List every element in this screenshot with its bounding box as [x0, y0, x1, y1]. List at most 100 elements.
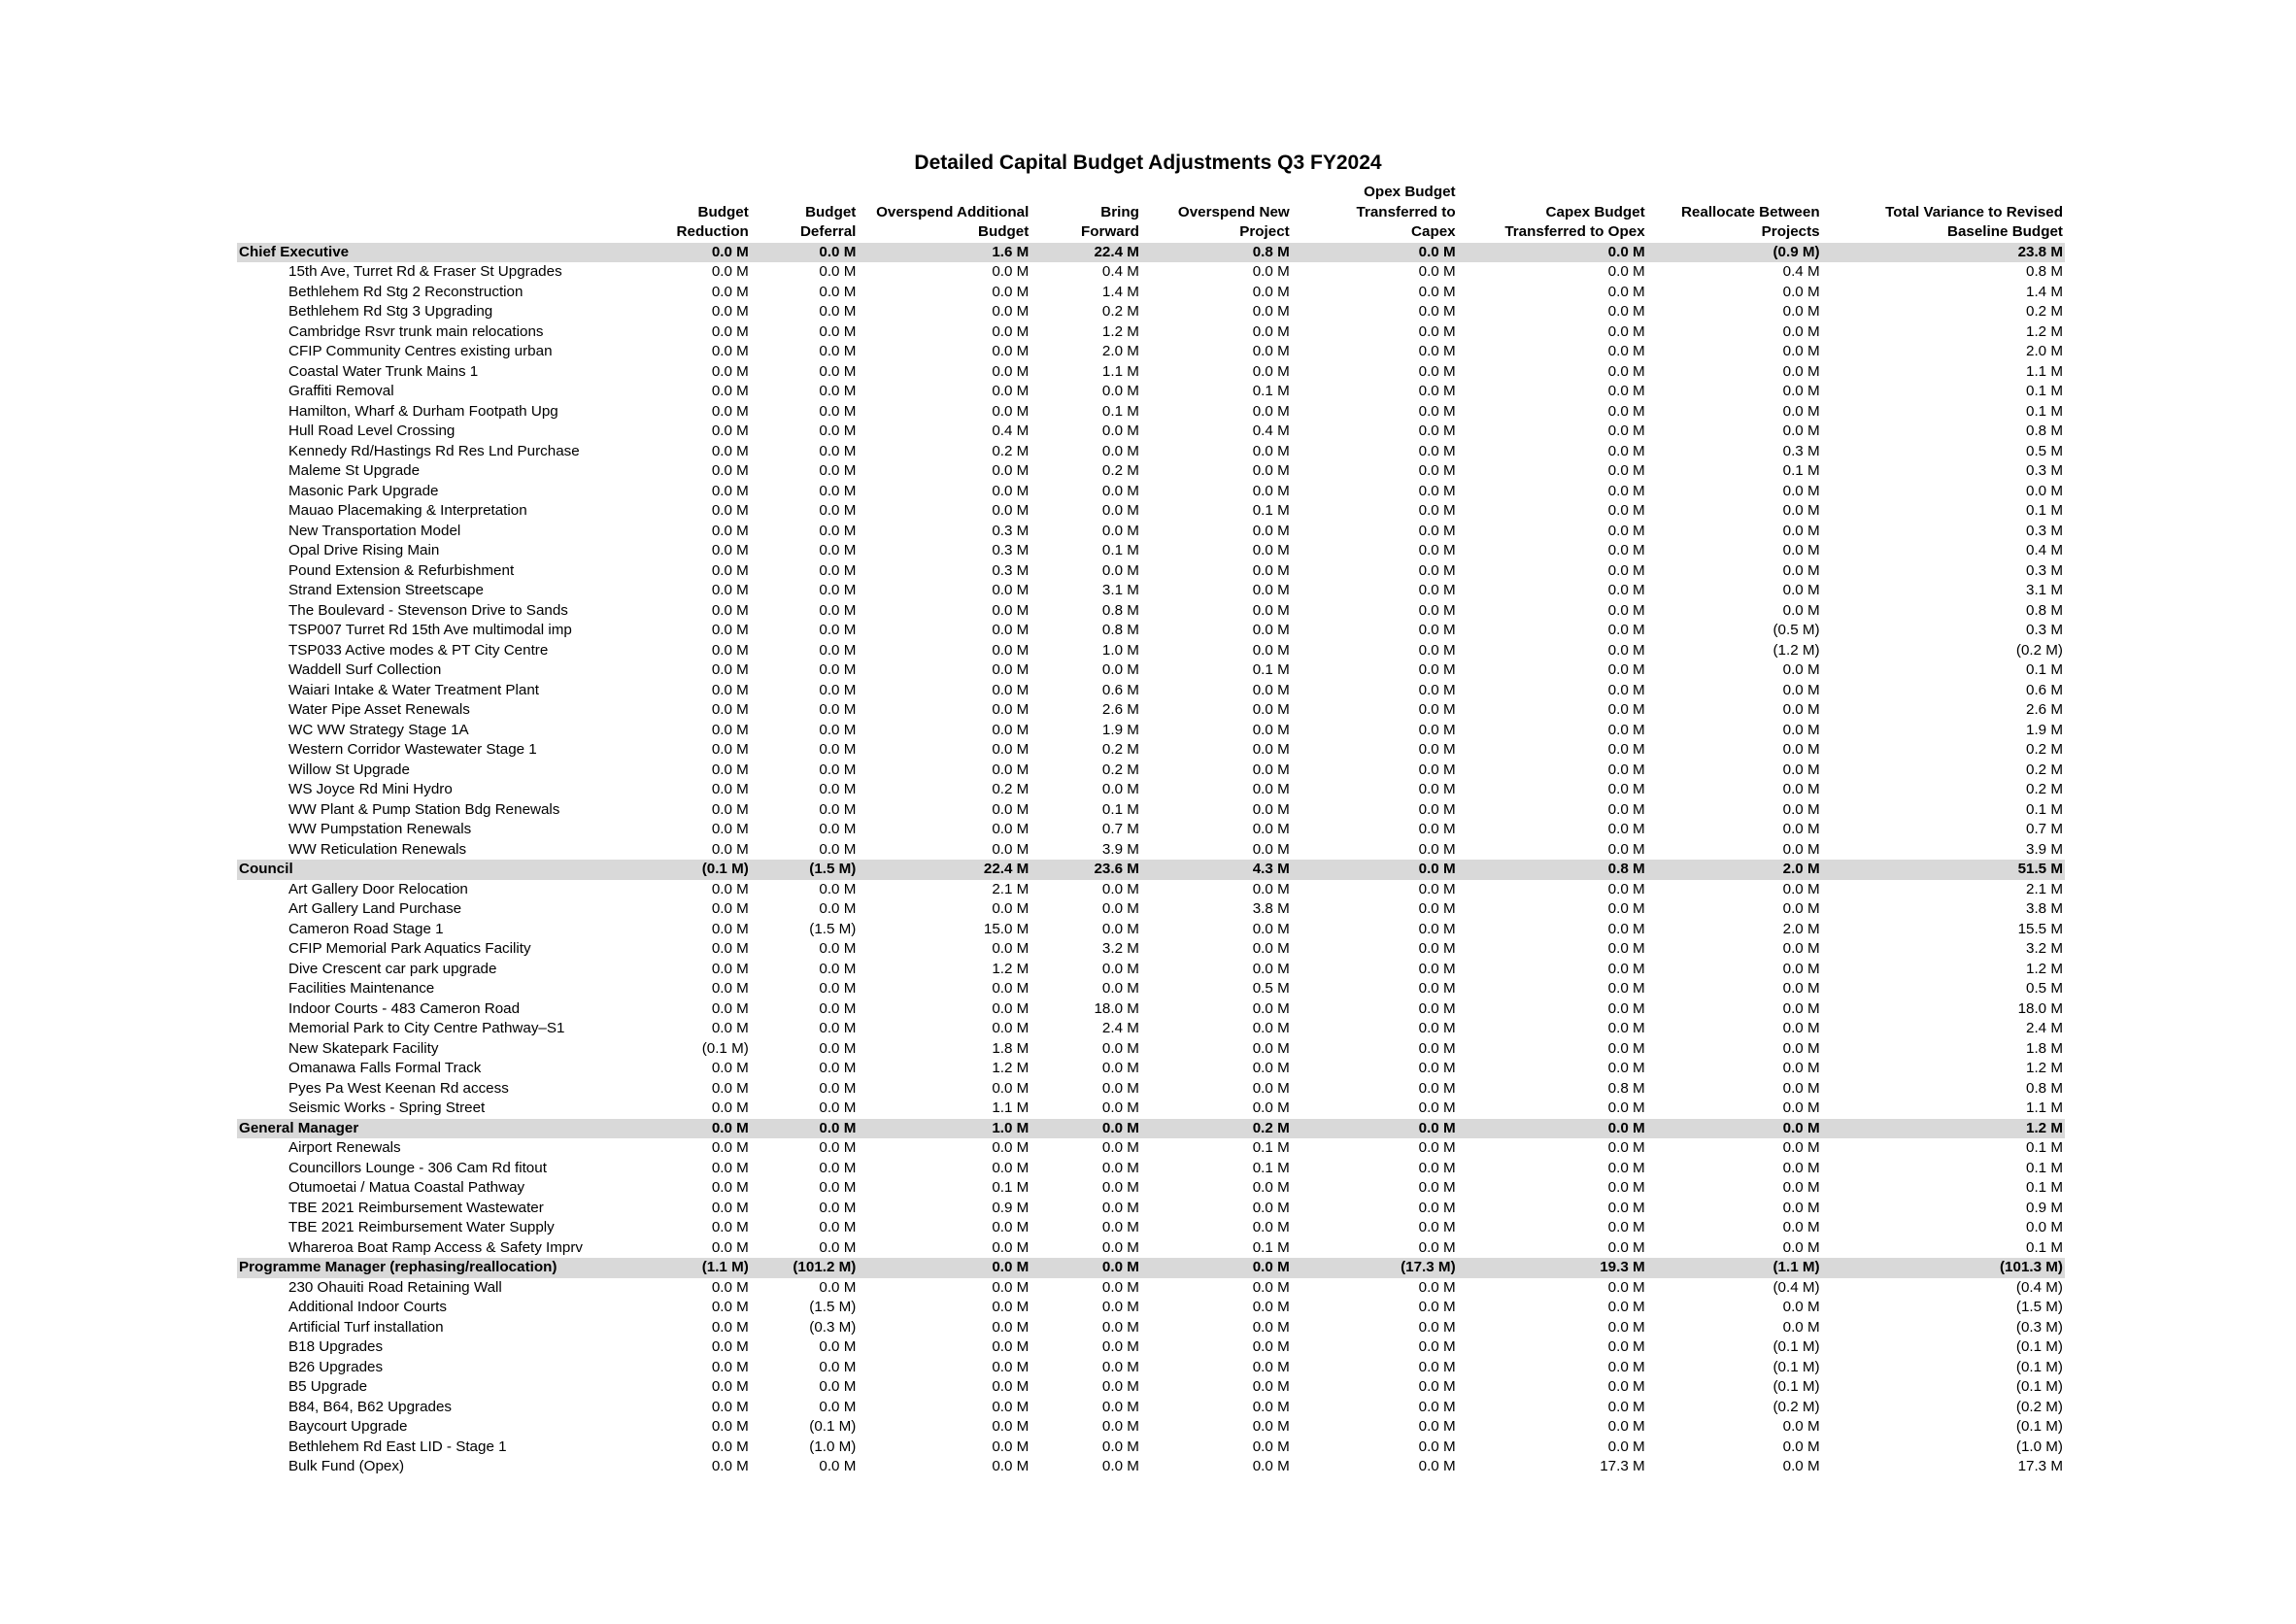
project-value: 0.0 M [1252, 1179, 1290, 1196]
project-value: 0.0 M [1418, 960, 1456, 977]
project-value: 0.0 M [1607, 721, 1645, 738]
project-value: 0.0 M [1101, 1338, 1139, 1355]
project-value: 0.0 M [1101, 1458, 1139, 1474]
project-value: 0.2 M [2026, 741, 2063, 758]
project-value: 0.4 M [1101, 263, 1139, 280]
project-value: 0.0 M [1252, 721, 1290, 738]
section-total-value: (1.5 M) [750, 860, 859, 880]
section-total-value: 23.8 M [1821, 242, 2065, 262]
project-value: (0.1 M) [2015, 1338, 2063, 1355]
project-value: 0.0 M [1782, 1039, 1820, 1057]
project-value: 0.0 M [711, 482, 749, 499]
section-total-row: Programme Manager (rephasing/reallocatio… [237, 1258, 2065, 1278]
project-value: 0.0 M [1607, 800, 1645, 818]
project-value: 0.0 M [992, 622, 1030, 638]
project-value: 0.0 M [992, 761, 1030, 778]
column-header-line: Transferred to Opex [1504, 223, 1645, 240]
project-row: B26 Upgrades 0.0 M 0.0 M 0.0 M 0.0 M 0.0 M 0.0… [237, 1358, 2065, 1378]
project-row: Maleme St Upgrade 0.0 M 0.0 M 0.0 M 0.2 M 0.0… [237, 461, 2065, 482]
project-value: 0.0 M [819, 1338, 857, 1355]
project-value: 0.0 M [711, 1060, 749, 1076]
project-value: 15.0 M [983, 920, 1030, 937]
project-row: Hamilton, Wharf & Durham Footpath Upg 0.0… [237, 402, 2065, 423]
project-value: 3.8 M [2026, 900, 2063, 917]
project-value: 0.0 M [992, 1398, 1030, 1415]
column-header-line: Project [1239, 223, 1290, 240]
project-value: 0.1 M [1252, 502, 1290, 519]
project-value: 0.0 M [1782, 681, 1820, 698]
project-value: 0.0 M [1782, 1079, 1820, 1097]
project-value: 0.0 M [1252, 1318, 1290, 1336]
project-value: 0.0 M [711, 880, 749, 897]
project-value: 2.0 M [2026, 343, 2063, 359]
project-value: 0.9 M [2026, 1199, 2063, 1216]
project-value: 0.0 M [711, 362, 749, 380]
project-row: 15th Ave, Turret Rd & Fraser St Upgrades… [237, 262, 2065, 283]
project-value: 0.5 M [1252, 980, 1290, 997]
project-value: 2.4 M [2026, 1020, 2063, 1036]
section-total-value: 0.0 M [1457, 242, 1647, 262]
project-value: 0.0 M [992, 1238, 1030, 1256]
project-value: 2.1 M [992, 880, 1030, 897]
project-row: Dive Crescent car park upgrade 0.0 M 0.0 M… [237, 960, 2065, 980]
project-value: (0.1 M) [701, 1039, 749, 1057]
project-value: 0.1 M [1252, 383, 1290, 399]
project-value: 0.3 M [2026, 462, 2063, 479]
project-value: 0.0 M [819, 322, 857, 340]
project-value: 0.0 M [1252, 303, 1290, 320]
project-name: The Boulevard - Stevenson Drive to Sands [288, 601, 568, 619]
project-value: 1.9 M [1101, 721, 1139, 738]
project-value: 0.0 M [1418, 681, 1456, 698]
project-row: WW Reticulation Renewals 0.0 M 0.0 M 0.0 M 3… [237, 840, 2065, 861]
project-value: 0.0 M [992, 1358, 1030, 1375]
project-value: 0.0 M [1101, 1438, 1139, 1455]
project-value: 0.0 M [711, 1378, 749, 1395]
project-value: 0.1 M [2026, 1139, 2063, 1156]
project-value: 0.0 M [1418, 940, 1456, 957]
project-value: 1.2 M [2026, 322, 2063, 340]
project-value: 1.2 M [992, 1060, 1030, 1076]
project-value: 0.0 M [1418, 362, 1456, 380]
column-header-line: Baseline Budget [1947, 223, 2063, 240]
section-total-value: 1.0 M [858, 1118, 1031, 1138]
column-header-row: Budget Reduction Budget Deferral Overspend A… [237, 183, 2065, 243]
project-value: 0.0 M [1607, 442, 1645, 459]
project-value: 0.0 M [711, 1179, 749, 1196]
project-value: 0.0 M [819, 1139, 857, 1156]
project-value: 1.8 M [2026, 1039, 2063, 1057]
project-row: TBE 2021 Reimbursement Wastewater 0.0 M 0.… [237, 1199, 2065, 1219]
project-value: 0.0 M [1101, 980, 1139, 997]
project-name: Artificial Turf installation [288, 1318, 444, 1336]
project-row: Facilities Maintenance 0.0 M 0.0 M 0.0 M 0.0… [237, 979, 2065, 999]
section-total-value: 22.4 M [858, 860, 1031, 880]
project-value: 0.0 M [1607, 383, 1645, 399]
project-name: Masonic Park Upgrade [288, 482, 439, 499]
project-value: 0.0 M [819, 1159, 857, 1176]
project-value: 0.0 M [711, 1238, 749, 1256]
project-value: 0.0 M [1607, 641, 1645, 659]
project-row: Baycourt Upgrade 0.0 M (0.1 M) 0.0 M 0.0 M 0.… [237, 1417, 2065, 1438]
project-value: 0.0 M [1607, 940, 1645, 957]
column-header-line: Overspend New [1177, 203, 1290, 220]
project-value: 0.0 M [1782, 821, 1820, 837]
project-value: 0.0 M [819, 761, 857, 778]
project-value: (0.1 M) [1773, 1358, 1820, 1375]
project-value: 0.0 M [1418, 1079, 1456, 1097]
project-value: 0.0 M [1101, 1039, 1139, 1057]
project-value: 0.0 M [711, 1159, 749, 1176]
project-value: 0.0 M [819, 1398, 857, 1415]
project-value: 0.0 M [1418, 721, 1456, 738]
project-value: 0.7 M [2026, 821, 2063, 837]
project-name: Hull Road Level Crossing [288, 423, 456, 439]
project-value: 0.0 M [819, 880, 857, 897]
project-value: 0.0 M [1252, 1199, 1290, 1216]
project-value: 2.0 M [1101, 343, 1139, 359]
project-value: 0.0 M [1782, 423, 1820, 439]
project-name: Memorial Park to City Centre Pathway–S1 [288, 1020, 565, 1036]
column-header-line: Deferral [799, 223, 857, 240]
project-value: 0.3 M [992, 542, 1030, 558]
project-row: Graffiti Removal 0.0 M 0.0 M 0.0 M 0.0 M 0.1 … [237, 382, 2065, 402]
project-value: 0.1 M [2026, 1238, 2063, 1256]
project-value: (0.1 M) [2015, 1378, 2063, 1395]
project-value: 0.0 M [1782, 322, 1820, 340]
